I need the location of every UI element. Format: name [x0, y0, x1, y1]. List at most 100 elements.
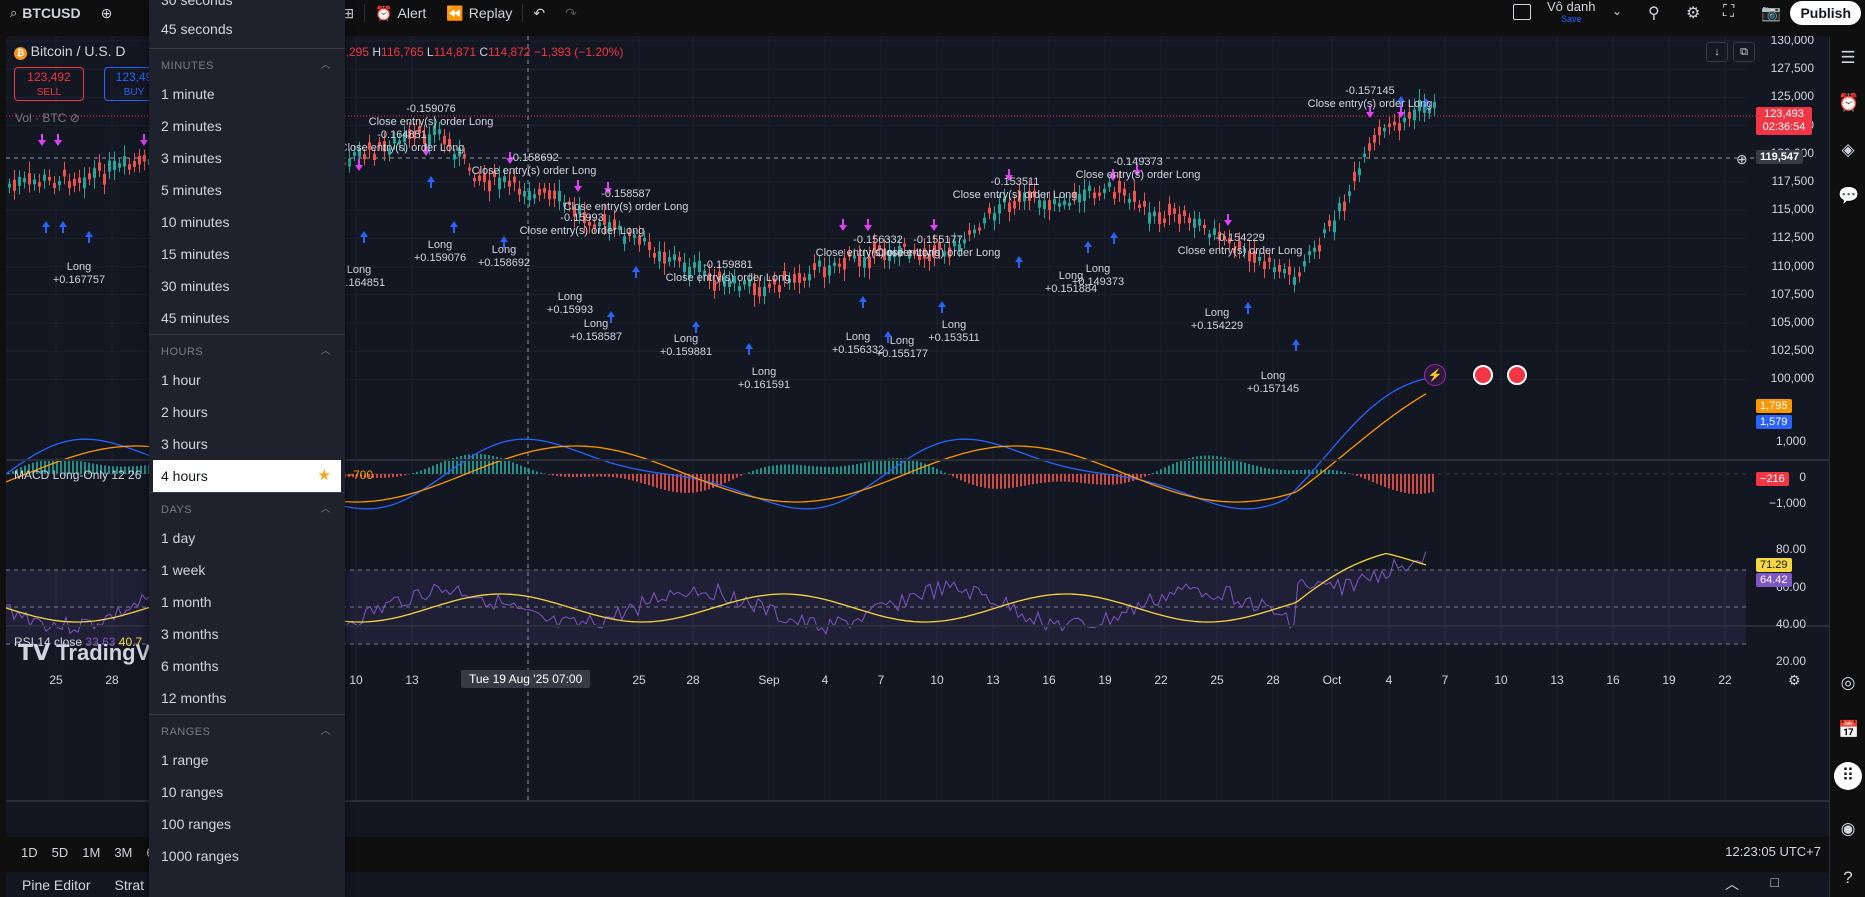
range-button-3m[interactable]: 3M: [114, 844, 133, 860]
target-icon[interactable]: ◎: [1840, 673, 1856, 692]
quick-search-icon[interactable]: ⚲: [1648, 5, 1660, 22]
menu-item-10-minutes[interactable]: 10 minutes: [149, 206, 345, 238]
macd-histogram-bar: [376, 474, 378, 478]
menu-item-1000-ranges[interactable]: 1000 ranges: [149, 840, 345, 872]
menu-item-3-minutes[interactable]: 3 minutes: [149, 142, 345, 174]
tab-strategy-tester[interactable]: Strat: [114, 876, 145, 893]
publish-button[interactable]: Publish: [1790, 1, 1861, 25]
menu-item-5-minutes[interactable]: 5 minutes: [149, 174, 345, 206]
menu-item-3-months[interactable]: 3 months: [149, 618, 345, 650]
menu-item-2-minutes[interactable]: 2 minutes: [149, 110, 345, 142]
macd-legend[interactable]: MACD Long-Only 12 26: [14, 468, 141, 482]
camera-icon[interactable]: 📷: [1761, 5, 1781, 22]
macd-axis-label: 1,000: [1775, 434, 1806, 448]
fullscreen-icon[interactable]: ⛶: [1723, 3, 1735, 20]
macd-histogram-bar: [664, 474, 666, 490]
favorite-star-icon[interactable]: ★: [317, 467, 331, 484]
macd-histogram-bar: [508, 460, 510, 474]
pane-divider-rsi-timeaxis[interactable]: [6, 800, 1829, 802]
menu-item-1-day[interactable]: 1 day: [149, 522, 345, 554]
menu-item-45-seconds[interactable]: 45 seconds: [161, 21, 233, 37]
collapse-arrow-icon[interactable]: ↓: [1706, 42, 1728, 62]
sell-button[interactable]: 123,492 SELL: [14, 67, 84, 101]
axis-settings-icon[interactable]: ⚙: [1788, 672, 1801, 688]
layout-square-icon[interactable]: [1513, 4, 1531, 20]
menu-item-6-months[interactable]: 6 months: [149, 650, 345, 682]
chevron-up-icon[interactable]: ︿: [320, 504, 331, 515]
alerts-clock-icon[interactable]: ⏰: [1838, 93, 1860, 112]
alert-button[interactable]: ⏰ Alert: [365, 0, 436, 26]
menu-section-days[interactable]: DAYS ︿: [149, 492, 345, 522]
macd-histogram-bar: [924, 463, 926, 474]
economic-event-flag-icon[interactable]: [1507, 365, 1527, 385]
maximize-pane-icon[interactable]: ⧉: [1733, 42, 1755, 62]
help-icon[interactable]: ?: [1843, 868, 1853, 887]
add-plus-circle-icon[interactable]: ⊕: [1736, 151, 1748, 167]
pane-divider-macd-rsi[interactable]: [6, 625, 1829, 627]
candle-body: [1098, 192, 1101, 196]
economic-event-flag-icon[interactable]: [1473, 365, 1493, 385]
menu-item-4-hours[interactable]: 4 hours ★: [153, 460, 341, 492]
menu-item-1-week[interactable]: 1 week: [149, 554, 345, 586]
candle-body: [853, 255, 856, 259]
menu-section-hours[interactable]: HOURS ︿: [149, 334, 345, 364]
buy-button[interactable]: 123,49 BUY: [104, 67, 164, 101]
add-symbol-button[interactable]: ⊕: [91, 0, 123, 26]
maximize-panel-icon[interactable]: □: [1770, 874, 1779, 890]
menu-item-12-months[interactable]: 12 months: [149, 682, 345, 714]
chevron-up-icon[interactable]: ︿: [1725, 876, 1739, 892]
menu-item-2-hours[interactable]: 2 hours: [149, 396, 345, 428]
menu-item-1-range[interactable]: 1 range: [149, 744, 345, 776]
menu-item-100-ranges[interactable]: 100 ranges: [149, 808, 345, 840]
volume-legend[interactable]: Vol · BTC ⊘: [15, 111, 80, 125]
macd-histogram-bar: [396, 474, 398, 477]
event-dividend-icon[interactable]: ⚡: [1424, 364, 1446, 386]
candle-body: [858, 254, 861, 267]
menu-item-1-month[interactable]: 1 month: [149, 586, 345, 618]
chevron-up-icon[interactable]: ︿: [320, 726, 331, 737]
signal-broadcast-icon[interactable]: ◉: [1840, 819, 1856, 838]
settings-gear-icon[interactable]: ⚙: [1686, 5, 1701, 22]
eye-off-icon[interactable]: ⊘: [69, 111, 80, 125]
redo-button[interactable]: ↷: [555, 0, 587, 26]
clock[interactable]: 12:23:05 UTC+7: [1725, 844, 1821, 859]
symbol-title[interactable]: Bitcoin / U.S. D: [30, 43, 126, 59]
menu-item-30-minutes[interactable]: 30 minutes: [149, 270, 345, 302]
macd-histogram-bar: [480, 454, 482, 474]
chevron-down-icon[interactable]: ⌄: [1612, 4, 1623, 18]
candle-body: [863, 257, 866, 268]
menu-item-3-hours[interactable]: 3 hours: [149, 428, 345, 460]
undo-button[interactable]: ↶: [523, 0, 555, 26]
layouts-button[interactable]: ⊞: [332, 0, 364, 26]
user-account[interactable]: Vô danh Save: [1547, 0, 1595, 26]
candle-body: [1233, 248, 1236, 254]
calendar-icon[interactable]: 📅: [1838, 720, 1860, 739]
menu-item-30-seconds[interactable]: 30 seconds: [161, 0, 233, 8]
menu-item-10-ranges[interactable]: 10 ranges: [149, 776, 345, 808]
last-price-tag: 123,493 02:36:54: [1756, 107, 1812, 135]
layers-icon[interactable]: ◈: [1841, 140, 1855, 159]
symbol-search[interactable]: ⌕ BTCUSD: [0, 0, 91, 26]
rsi-legend[interactable]: RSI 14 close 33.63 40.7: [14, 635, 142, 649]
watchlist-icon[interactable]: ☰: [1840, 48, 1856, 67]
menu-item-45-minutes[interactable]: 45 minutes: [149, 302, 345, 334]
pane-divider-price-macd[interactable]: [6, 459, 1829, 461]
macd-histogram-bar: [932, 466, 934, 474]
macd-histogram-bar: [8, 473, 10, 474]
menu-item-1-hour[interactable]: 1 hour: [149, 364, 345, 396]
signal-line: -0.158692: [509, 152, 559, 164]
candle-body: [1183, 210, 1186, 217]
products-grid-icon[interactable]: ⠿: [1834, 762, 1862, 790]
replay-button[interactable]: ⏪ Replay: [436, 0, 522, 26]
chevron-up-icon[interactable]: ︿: [320, 346, 331, 357]
menu-item-15-minutes[interactable]: 15 minutes: [149, 238, 345, 270]
menu-item-1-minute[interactable]: 1 minute: [149, 78, 345, 110]
range-button-1m[interactable]: 1M: [82, 844, 101, 860]
chevron-up-icon[interactable]: ︿: [320, 60, 331, 71]
range-button-1d[interactable]: 1D: [21, 844, 38, 860]
menu-section-minutes[interactable]: MINUTES ︿: [149, 48, 345, 78]
range-button-5d[interactable]: 5D: [51, 844, 69, 860]
chat-icon[interactable]: 💬: [1838, 186, 1860, 205]
tab-pine-editor[interactable]: Pine Editor: [22, 876, 91, 893]
menu-section-ranges[interactable]: RANGES ︿: [149, 714, 345, 744]
